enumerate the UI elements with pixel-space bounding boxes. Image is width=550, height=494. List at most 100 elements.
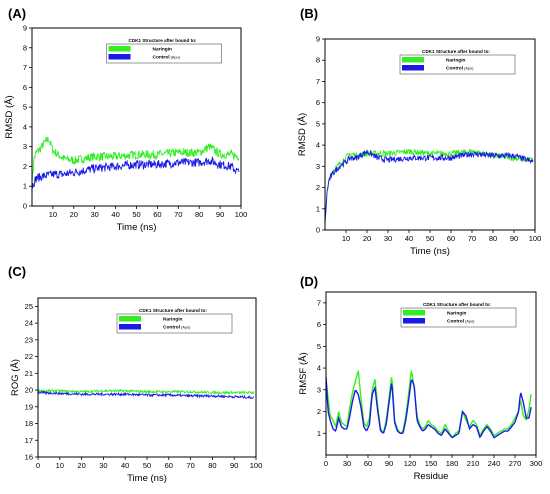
x-axis-title: Time (ns) — [117, 222, 157, 233]
legend-label-control: Control (Apo) — [446, 66, 474, 72]
legend: CDK1 Structure after bound to: Naringin Co… — [400, 302, 517, 328]
legend-swatch-naringin — [119, 316, 141, 322]
y-tick-label: 16 — [25, 453, 33, 462]
legend-label-control: Control (Apo) — [153, 55, 181, 61]
x-tick-label: 270 — [509, 459, 522, 468]
legend-swatch-control — [402, 65, 424, 71]
x-tick-label: 40 — [121, 461, 129, 470]
y-tick-label: 0 — [316, 226, 320, 235]
y-tick-label: 8 — [23, 43, 27, 52]
series-line-control — [325, 149, 534, 222]
x-tick-label: 70 — [186, 461, 194, 470]
x-tick-label: 50 — [132, 210, 140, 219]
legend-label-suffix: (Apo) — [170, 56, 181, 60]
series-line-control — [38, 390, 255, 400]
x-tick-label: 10 — [342, 234, 350, 243]
x-tick-label: 0 — [324, 459, 328, 468]
x-tick-label: 80 — [208, 461, 216, 470]
x-axis-title: Residue — [414, 471, 449, 482]
legend-label-control: Control (Apo) — [163, 325, 191, 331]
legend-title: CDK1 Structure after bound to: — [422, 49, 490, 54]
y-tick-label: 25 — [25, 302, 33, 311]
y-tick-label: 4 — [23, 122, 27, 131]
y-tick-label: 21 — [25, 369, 33, 378]
legend-label-suffix: (Apo) — [464, 320, 475, 324]
y-tick-label: 5 — [316, 119, 320, 128]
y-tick-label: 2 — [23, 162, 27, 171]
y-tick-label: 6 — [317, 320, 321, 329]
y-tick-label: 4 — [317, 364, 321, 373]
x-tick-label: 60 — [165, 461, 173, 470]
x-tick-label: 150 — [425, 459, 438, 468]
legend-swatch-naringin — [402, 57, 424, 63]
y-tick-label: 6 — [23, 83, 27, 92]
y-tick-label: 2 — [317, 407, 321, 416]
legend: CDK1 Structure after bound to: Naringin Co… — [106, 38, 222, 64]
legend-title: CDK1 Structure after bound to: — [423, 302, 491, 307]
y-tick-label: 20 — [25, 386, 33, 395]
legend-box — [106, 43, 222, 64]
legend-label-naringin: Naringin — [446, 58, 466, 64]
legend-label-suffix: (Apo) — [463, 67, 474, 71]
y-tick-label: 6 — [316, 98, 320, 107]
x-tick-label: 80 — [489, 234, 497, 243]
y-tick-label: 19 — [25, 402, 33, 411]
x-tick-label: 20 — [77, 461, 85, 470]
panel-label: (C) — [8, 264, 26, 279]
panel-label: (D) — [300, 274, 318, 289]
x-tick-label: 90 — [385, 459, 393, 468]
y-tick-label: 4 — [316, 141, 320, 150]
x-axis-title: Time (ns) — [127, 473, 167, 484]
x-axis-title: Time (ns) — [410, 246, 450, 257]
panel-c: (C) 0 10 20 30 40 50 60 70 80 90 100 16 17 18 19 20 21 22 2… — [8, 264, 262, 484]
y-tick-label: 8 — [316, 56, 320, 65]
legend-swatch-control — [119, 324, 141, 330]
legend-box — [400, 307, 517, 328]
y-tick-label: 1 — [317, 429, 321, 438]
x-tick-label: 90 — [230, 461, 238, 470]
y-tick-label: 18 — [25, 419, 33, 428]
legend-title: CDK1 Structure after bound to: — [139, 308, 207, 313]
legend-box — [399, 54, 516, 75]
series-line-control — [32, 155, 240, 189]
panel-label: (B) — [300, 6, 318, 21]
x-tick-label: 100 — [250, 461, 263, 470]
y-tick-label: 7 — [23, 63, 27, 72]
y-axis-title: ROG (Å) — [10, 359, 21, 396]
legend-swatch-control — [108, 54, 131, 60]
legend-box — [116, 313, 233, 334]
x-tick-label: 80 — [195, 210, 203, 219]
x-tick-label: 50 — [426, 234, 434, 243]
y-tick-label: 3 — [317, 385, 321, 394]
series-line-naringin — [325, 147, 534, 227]
x-tick-label: 20 — [363, 234, 371, 243]
legend-label-suffix: (Apo) — [180, 326, 191, 330]
legend-label-naringin: Naringin — [163, 317, 183, 323]
series-line-control — [326, 376, 532, 439]
y-tick-label: 9 — [316, 35, 320, 44]
y-tick-label: 5 — [317, 342, 321, 351]
x-tick-label: 70 — [174, 210, 182, 219]
y-tick-label: 9 — [23, 24, 27, 33]
legend-label-naringin: Naringin — [153, 47, 173, 53]
x-tick-label: 120 — [404, 459, 417, 468]
x-tick-label: 100 — [235, 210, 248, 219]
y-tick-label: 3 — [23, 142, 27, 151]
x-tick-label: 90 — [510, 234, 518, 243]
y-tick-label: 1 — [316, 204, 320, 213]
x-tick-label: 240 — [488, 459, 501, 468]
x-tick-label: 50 — [143, 461, 151, 470]
panel-d: (D) 0 30 60 90 120 150 180 210 240 270 300 1 2 3 4 5 6 7 Re… — [298, 274, 542, 482]
series-line-naringin — [38, 388, 255, 396]
panel-a: (A) 10 20 30 40 50 60 70 80 90 100 0 1 2 3 4 5 6 7 8 9 Time (… — [4, 6, 247, 233]
y-tick-label: 7 — [317, 298, 321, 307]
x-tick-label: 0 — [36, 461, 40, 470]
x-tick-label: 300 — [530, 459, 543, 468]
x-tick-label: 210 — [467, 459, 480, 468]
x-tick-label: 70 — [468, 234, 476, 243]
x-tick-label: 180 — [446, 459, 459, 468]
legend-swatch-naringin — [403, 310, 425, 316]
x-tick-label: 10 — [49, 210, 57, 219]
